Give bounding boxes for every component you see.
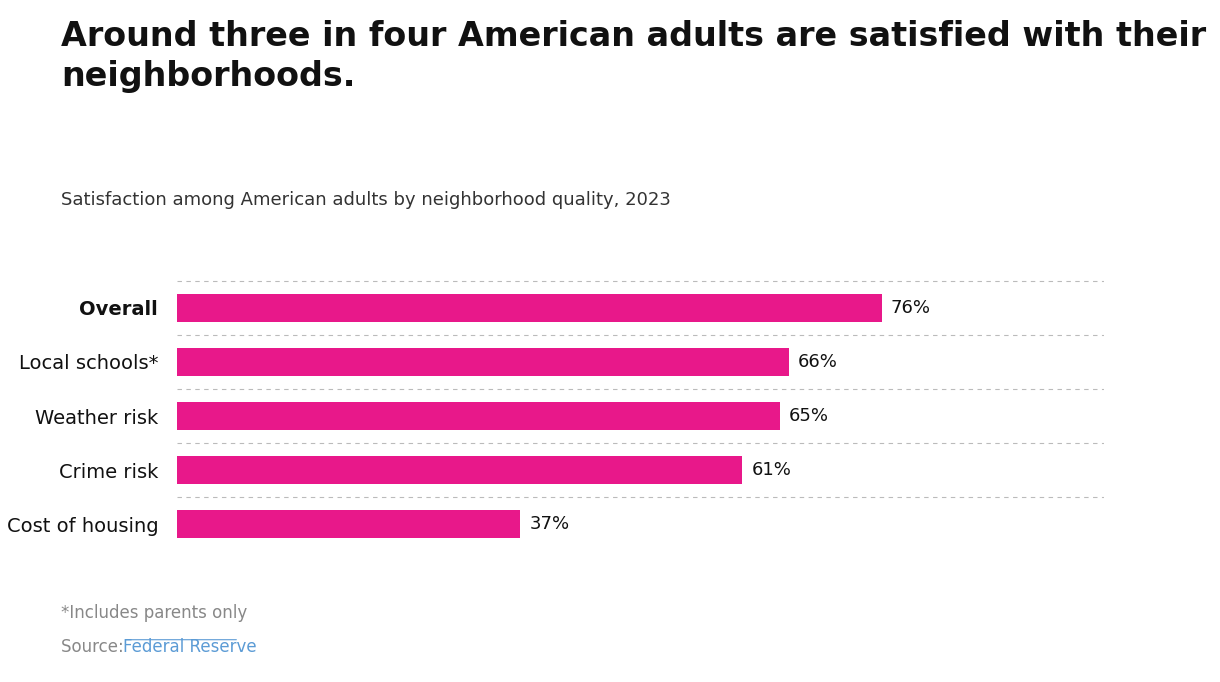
Text: Around three in four American adults are satisfied with their
neighborhoods.: Around three in four American adults are… — [61, 20, 1207, 93]
Text: Source:: Source: — [61, 638, 129, 655]
Bar — [177, 456, 743, 484]
Bar — [177, 510, 520, 538]
Bar — [177, 348, 789, 376]
Text: 76%: 76% — [891, 299, 931, 317]
Text: 65%: 65% — [789, 407, 828, 425]
Text: 61%: 61% — [752, 461, 792, 479]
Text: 66%: 66% — [798, 353, 838, 371]
Bar — [177, 294, 882, 322]
Text: Federal Reserve: Federal Reserve — [123, 638, 257, 655]
Text: 37%: 37% — [529, 515, 570, 533]
Text: *Includes parents only: *Includes parents only — [61, 604, 248, 621]
Text: Satisfaction among American adults by neighborhood quality, 2023: Satisfaction among American adults by ne… — [61, 191, 671, 209]
Bar — [177, 402, 780, 430]
